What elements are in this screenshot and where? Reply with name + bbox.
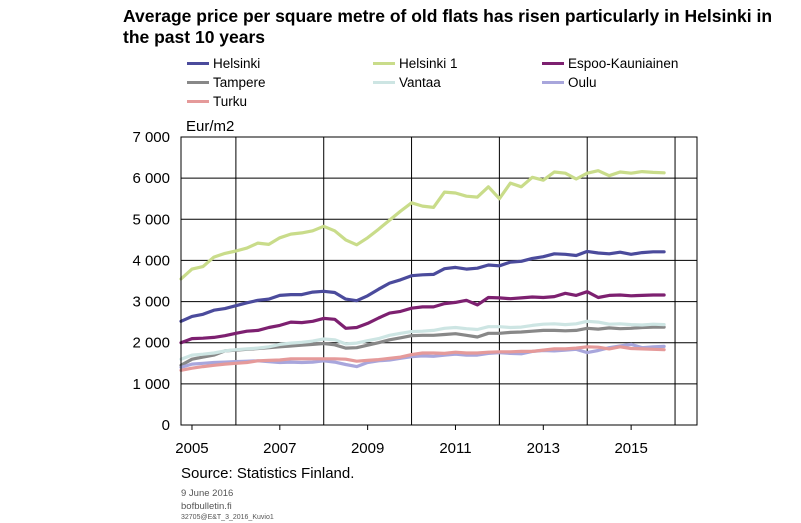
x-tick-label: 2007 bbox=[263, 440, 296, 457]
legend-swatch bbox=[373, 62, 395, 65]
chart-title: Average price per square metre of old fl… bbox=[123, 6, 773, 47]
legend-item: Espoo-Kauniainen bbox=[542, 55, 678, 72]
x-tick-label: 2013 bbox=[527, 440, 560, 457]
legend-swatch bbox=[187, 81, 209, 84]
legend-item: Oulu bbox=[542, 74, 597, 91]
y-tick-label: 1 000 bbox=[132, 376, 170, 393]
legend-swatch bbox=[542, 81, 564, 84]
publication-date: 9 June 2016 bbox=[181, 488, 234, 499]
legend-label: Oulu bbox=[568, 75, 597, 90]
y-tick-label: 5 000 bbox=[132, 211, 170, 228]
series-line-helsinki bbox=[179, 249, 666, 323]
legend-item: Helsinki 1 bbox=[373, 55, 458, 72]
legend-item: Helsinki bbox=[187, 55, 260, 72]
series-line-vantaa bbox=[179, 319, 666, 361]
x-tick-label: 2011 bbox=[439, 440, 471, 457]
legend-item: Turku bbox=[187, 93, 247, 110]
y-tick-label: 2 000 bbox=[132, 335, 170, 352]
gridlines bbox=[181, 137, 697, 425]
axes: 0 1 000 2 000 3 000 4 000 5 000 6 000 7 000 2005… bbox=[132, 129, 698, 457]
legend-swatch bbox=[373, 81, 395, 84]
y-tick-label: 6 000 bbox=[132, 170, 170, 187]
series-line-turku bbox=[179, 345, 666, 372]
series-line-espoo-kauniainen bbox=[179, 290, 666, 345]
y-axis-unit-label: Eur/m2 bbox=[186, 118, 235, 135]
series-line-helsinki-1 bbox=[179, 169, 666, 281]
plot-frame bbox=[180, 136, 698, 426]
y-tick-label: 3 000 bbox=[132, 294, 170, 311]
legend-label: Espoo-Kauniainen bbox=[568, 56, 679, 71]
x-tick-label: 2015 bbox=[614, 440, 647, 457]
legend-label: Tampere bbox=[213, 75, 266, 90]
y-tick-label: 0 bbox=[162, 417, 170, 434]
legend-item: Tampere bbox=[187, 74, 266, 91]
legend-item: Vantaa bbox=[373, 74, 441, 91]
legend-swatch bbox=[187, 62, 209, 65]
series-lines bbox=[179, 169, 666, 372]
y-tick-label: 4 000 bbox=[132, 252, 170, 269]
legend-label: Helsinki 1 bbox=[399, 56, 458, 71]
legend-swatch bbox=[542, 62, 564, 65]
legend-label: Vantaa bbox=[399, 75, 441, 90]
y-tick-label: 7 000 bbox=[132, 129, 170, 146]
x-tick-label: 2005 bbox=[175, 440, 208, 457]
legend-label: Turku bbox=[213, 94, 248, 109]
legend-swatch bbox=[187, 100, 209, 103]
legend-label: Helsinki bbox=[213, 56, 261, 71]
site-name: bofbulletin.fi bbox=[181, 501, 232, 512]
source-note: Source: Statistics Finland. bbox=[181, 465, 355, 482]
figure-code: 32705@E&T_3_2016_Kuvio1 bbox=[181, 514, 274, 521]
x-tick-label: 2009 bbox=[351, 440, 384, 457]
